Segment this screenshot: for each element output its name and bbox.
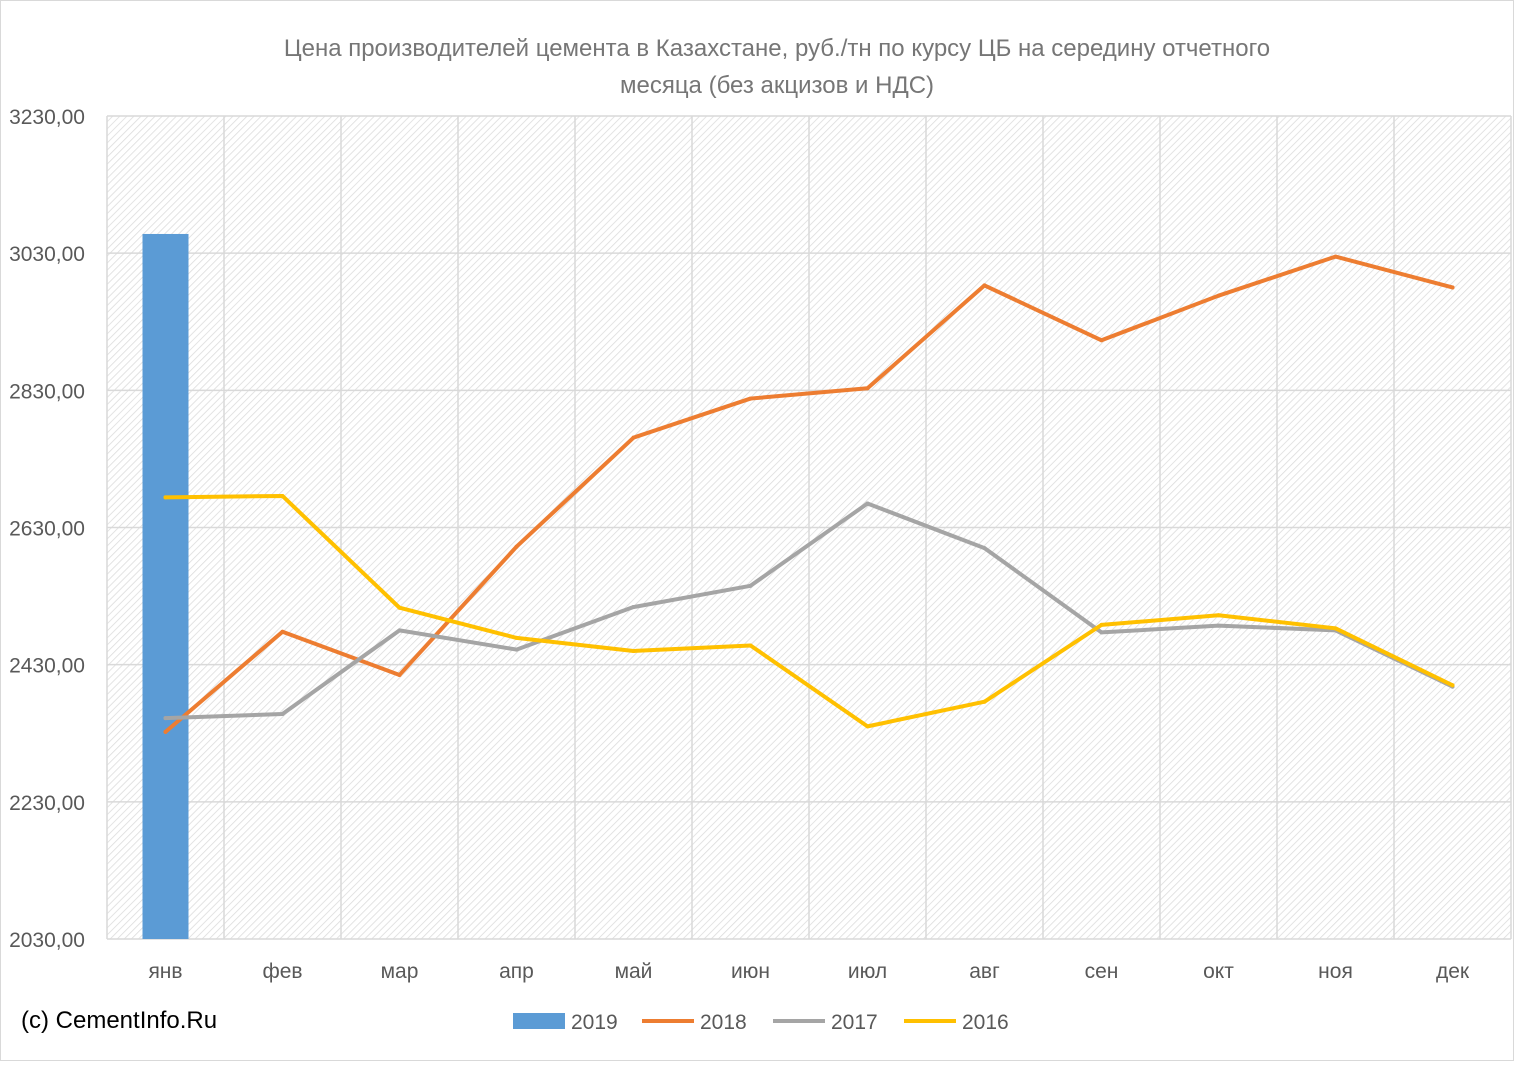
chart-title-line-2: месяца (без акцизов и НДС) — [620, 72, 934, 99]
x-tick-label: сен — [1085, 960, 1119, 983]
point-2018 — [631, 435, 636, 440]
point-2017 — [748, 583, 753, 588]
x-tick-label: фев — [262, 960, 302, 983]
point-2016 — [1099, 622, 1104, 627]
point-2018 — [865, 386, 870, 391]
point-2018 — [1099, 338, 1104, 343]
copyright-watermark: (c) CementInfo.Ru — [21, 1007, 218, 1034]
point-2018 — [1333, 254, 1338, 259]
x-tick-label: дек — [1436, 960, 1470, 983]
x-tick-label: июл — [848, 960, 887, 983]
legend-item-2019[interactable]: 2019 — [513, 1011, 618, 1034]
point-2017 — [865, 501, 870, 506]
y-tick-label: 2830,00 — [9, 380, 85, 403]
point-2018 — [397, 672, 402, 677]
line-series-layer — [163, 254, 1455, 734]
point-2016 — [1450, 683, 1455, 688]
point-2017 — [514, 647, 519, 652]
point-2018 — [163, 729, 168, 734]
point-2017 — [280, 712, 285, 717]
point-2017 — [982, 546, 987, 551]
chart-title: Цена производителей цемента в Казахстане… — [284, 35, 1270, 99]
point-2017 — [1099, 630, 1104, 635]
x-tick-label: июн — [731, 960, 770, 983]
point-2017 — [1216, 623, 1221, 628]
legend-item-2017[interactable]: 2017 — [773, 1011, 878, 1034]
y-tick-label: 2630,00 — [9, 518, 85, 541]
point-2018 — [1450, 285, 1455, 290]
bar-2019[interactable] — [142, 233, 189, 940]
y-tick-label: 3230,00 — [9, 106, 85, 129]
y-tick-label: 2230,00 — [9, 792, 85, 815]
y-tick-label: 2030,00 — [9, 929, 85, 952]
x-tick-label: апр — [499, 960, 534, 983]
x-tick-label: окт — [1203, 960, 1234, 983]
line-series-2016[interactable] — [163, 493, 1455, 729]
x-tick-label: мар — [381, 960, 419, 983]
point-2016 — [1333, 626, 1338, 631]
point-2018 — [280, 629, 285, 634]
legend: 2019 2018 2017 2016 — [513, 1011, 1009, 1034]
x-tick-label: май — [615, 960, 653, 983]
chart-title-line-1: Цена производителей цемента в Казахстане… — [284, 35, 1270, 62]
point-2018 — [514, 544, 519, 549]
legend-label: 2019 — [571, 1011, 618, 1034]
x-tick-label: ноя — [1318, 960, 1353, 983]
point-2016 — [397, 605, 402, 610]
bar-series-layer — [142, 233, 189, 940]
y-tick-label: 3030,00 — [9, 243, 85, 266]
x-tick-label: янв — [148, 960, 182, 983]
line-series-2018[interactable] — [163, 254, 1455, 734]
point-2016 — [163, 495, 168, 500]
legend-label: 2017 — [831, 1011, 878, 1034]
x-axis: янв фев мар апр май июн июл авг сен окт ноя дек — [148, 960, 1469, 983]
point-2017 — [631, 605, 636, 610]
point-2018 — [748, 396, 753, 401]
point-2018 — [1216, 293, 1221, 298]
point-2018 — [982, 283, 987, 288]
point-2016 — [514, 635, 519, 640]
x-tick-label: авг — [969, 960, 1000, 983]
point-2016 — [865, 724, 870, 729]
point-2016 — [982, 699, 987, 704]
point-2016 — [748, 643, 753, 648]
legend-item-2018[interactable]: 2018 — [642, 1011, 747, 1034]
y-tick-label: 2430,00 — [9, 655, 85, 678]
point-2017 — [163, 716, 168, 721]
legend-label: 2018 — [700, 1011, 747, 1034]
legend-label: 2016 — [962, 1011, 1009, 1034]
point-2016 — [1216, 613, 1221, 618]
line-series-2017[interactable] — [163, 501, 1455, 721]
point-2016 — [631, 648, 636, 653]
point-2017 — [397, 628, 402, 633]
point-2016 — [280, 493, 285, 498]
y-axis: 2030,00 2230,00 2430,00 2630,00 2830,00 3030,… — [9, 106, 85, 952]
legend-item-2016[interactable]: 2016 — [904, 1011, 1009, 1034]
legend-swatch-2019 — [513, 1013, 565, 1029]
